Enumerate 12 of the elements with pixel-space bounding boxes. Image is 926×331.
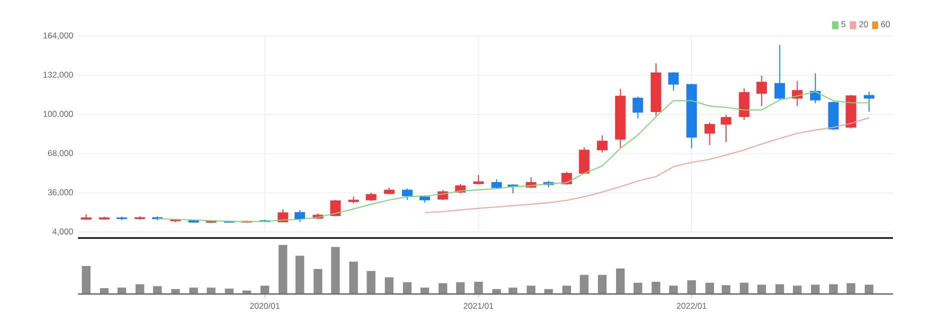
y-tick-label: 4,000 — [52, 228, 73, 236]
y-tick-label: 68,000 — [48, 150, 73, 158]
x-tick-label: 2020/01 — [250, 302, 280, 309]
x-tick-label: 2022/01 — [676, 302, 706, 309]
y-tick-label: 36,000 — [48, 189, 73, 196]
x-tick-label: 2021/01 — [464, 302, 494, 309]
y-tick-label: 164,000 — [44, 32, 73, 40]
legend-label: 20 — [859, 21, 868, 28]
y-tick-label: 100,000 — [44, 110, 73, 118]
legend-label: 60 — [881, 21, 890, 28]
legend-label: 5 — [841, 21, 846, 28]
y-tick-label: 132,000 — [44, 72, 73, 79]
